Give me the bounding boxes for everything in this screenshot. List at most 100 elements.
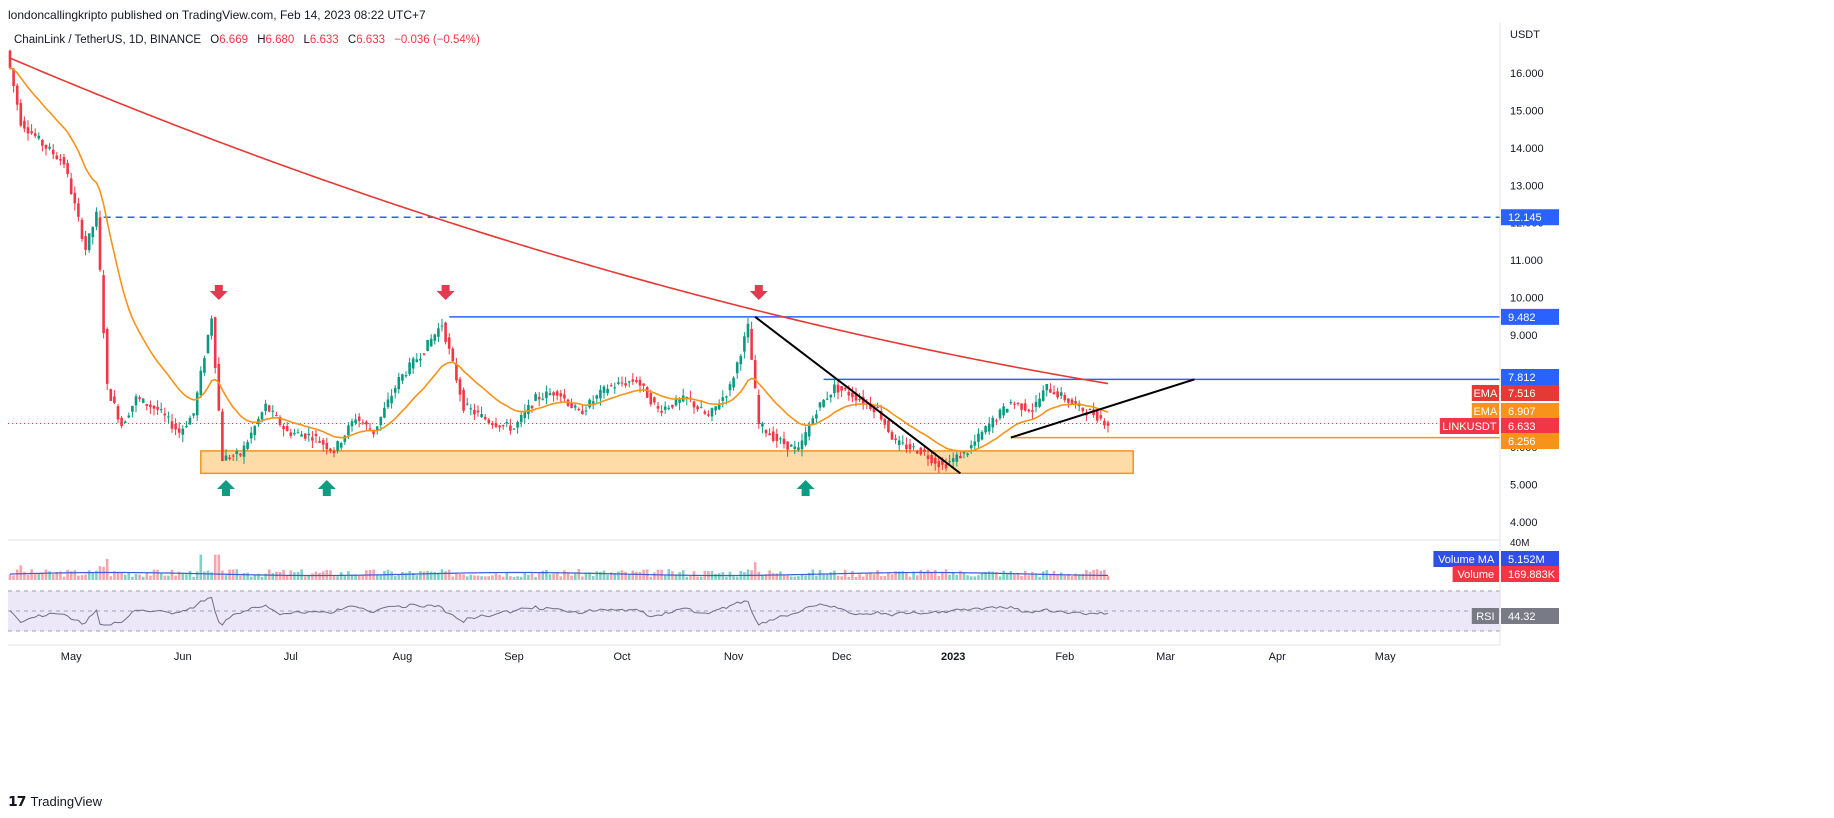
volume-bar <box>955 574 959 580</box>
volume-bar <box>840 576 843 580</box>
y-tick-label: 11.000 <box>1510 255 1543 267</box>
candle <box>26 120 30 141</box>
candle-body <box>908 444 912 450</box>
candle-body <box>1027 409 1031 412</box>
candle <box>159 402 163 414</box>
candle-body <box>109 389 113 401</box>
candle <box>365 420 368 430</box>
candle-body <box>797 447 800 450</box>
badge-value-bg <box>1501 369 1559 385</box>
candle-body <box>167 416 170 418</box>
candle <box>746 317 750 344</box>
candle-body <box>33 133 37 137</box>
volume-bar <box>836 575 840 580</box>
badge-value-bg <box>1501 551 1559 567</box>
volume-bar <box>624 571 627 580</box>
badge-label: Volume MA <box>1438 554 1495 566</box>
volume-bar <box>991 571 995 580</box>
volume-bar <box>221 570 224 580</box>
candle <box>656 401 660 413</box>
candle-body <box>282 425 285 430</box>
volume-bar <box>473 575 476 580</box>
candle-body <box>941 460 944 465</box>
candle-body <box>919 447 923 455</box>
candle-body <box>221 411 224 461</box>
candle-body <box>779 438 782 440</box>
candle <box>8 49 12 70</box>
candle-body <box>977 433 980 442</box>
candle <box>1085 409 1088 422</box>
sell-arrow-icon <box>436 285 455 300</box>
volume-bar <box>1056 574 1059 580</box>
volume-bar <box>933 570 937 580</box>
open-label: O <box>210 34 220 46</box>
candle-body <box>757 395 761 424</box>
volume-bar <box>181 572 185 580</box>
candle-body <box>365 421 368 425</box>
candle <box>271 405 275 418</box>
candle <box>519 412 523 428</box>
candle-body <box>458 379 462 395</box>
candle <box>1103 418 1106 430</box>
candle <box>512 428 516 430</box>
volume-bar <box>505 572 509 580</box>
candle-body <box>1009 402 1013 404</box>
volume-bar <box>613 572 617 580</box>
volume-bar <box>91 572 95 580</box>
candle <box>296 428 300 434</box>
candle <box>415 353 419 363</box>
candle-body <box>811 418 815 425</box>
volume-bar <box>815 575 818 580</box>
candle-body <box>210 318 213 336</box>
candle <box>602 385 606 399</box>
y-tick-label: 13.000 <box>1510 180 1544 192</box>
candle <box>624 376 627 388</box>
candle <box>534 392 537 402</box>
candle-body <box>818 402 822 408</box>
volume-bar <box>293 572 296 580</box>
candle <box>87 233 91 253</box>
candle-body <box>631 379 635 382</box>
price-chart[interactable]: 40M 4.0005.0006.0007.0008.0009.00010.000… <box>0 0 1834 790</box>
volume-bar <box>307 574 311 580</box>
candle-body <box>444 322 447 342</box>
candle-body <box>829 394 833 398</box>
volume-bar <box>1063 575 1067 580</box>
candle <box>595 394 599 405</box>
badge-label-bg <box>1471 608 1499 624</box>
candle-body <box>678 399 681 403</box>
candle-body <box>390 395 393 404</box>
volume-bar <box>249 576 253 580</box>
volume-bar <box>131 576 134 580</box>
candle <box>37 132 41 141</box>
candle <box>750 321 753 360</box>
volume-bar <box>498 574 501 580</box>
candle <box>591 395 595 410</box>
footer-brand[interactable]: TradingView <box>30 794 103 809</box>
badge-value-bg <box>1501 209 1559 226</box>
candle-body <box>671 404 674 408</box>
volume-bar <box>541 570 545 580</box>
candle-body <box>1067 398 1070 403</box>
volume-bar <box>620 570 624 580</box>
volume-bar <box>930 572 933 580</box>
badge-label-bg <box>1471 385 1499 401</box>
candle-body <box>246 442 249 449</box>
candle <box>782 431 786 449</box>
candle <box>300 431 303 437</box>
candle <box>930 451 933 466</box>
badge-label: LINKUSDT <box>1442 421 1497 433</box>
symbol-title[interactable]: ChainLink / TetherUS, 1D, BINANCE <box>14 34 202 46</box>
volume-bar <box>998 576 1002 580</box>
candle <box>469 404 473 416</box>
candle-body <box>732 377 735 388</box>
candle <box>908 438 912 454</box>
candle-body <box>1013 403 1016 405</box>
candle-body <box>127 415 131 418</box>
volume-bar <box>825 574 829 580</box>
candle-body <box>138 397 141 400</box>
candle-body <box>73 192 77 204</box>
candle-body <box>332 450 336 454</box>
low-label: L <box>303 34 310 46</box>
volume-bar <box>519 576 523 580</box>
